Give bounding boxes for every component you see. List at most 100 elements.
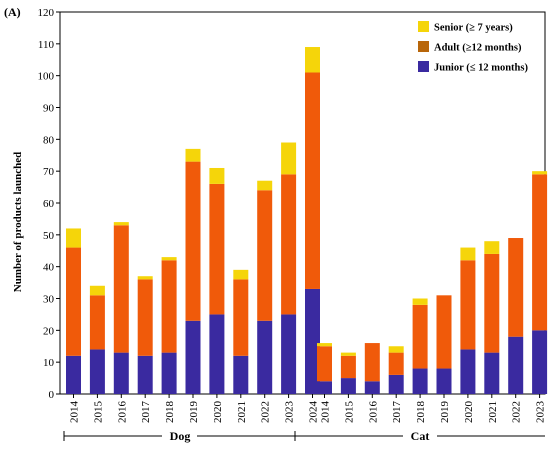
bar-segment-dog-2017	[137, 355, 153, 394]
bar-segment-dog-2022	[257, 320, 273, 394]
x-tick-label: 2020	[212, 401, 224, 424]
bar-segment-cat-2023	[532, 330, 548, 394]
y-tick-label: 10	[43, 357, 55, 369]
x-tick-label: 2014	[69, 401, 81, 424]
legend-label: Junior (≤ 12 months)	[434, 63, 528, 74]
bar-segment-dog-2021	[233, 355, 249, 394]
bar-segment-dog-2023	[281, 142, 297, 175]
y-tick-label: 30	[43, 294, 55, 306]
bar-segment-dog-2017	[137, 279, 153, 356]
bar-segment-cat-2018	[412, 304, 428, 369]
y-tick-label: 0	[49, 389, 55, 401]
x-tick-label: 2015	[343, 401, 355, 424]
bar-segment-cat-2020	[460, 349, 476, 394]
x-tick-label: 2022	[260, 401, 272, 423]
bar-segment-dog-2017	[137, 276, 153, 280]
x-tick-label: 2017	[391, 401, 403, 424]
bar-segment-cat-2020	[460, 247, 476, 261]
plot-area: 0 10 20 30 40 50 60 70 80 90 100 110 120 2014 2015 2016…	[38, 7, 548, 443]
bar-segment-dog-2022	[257, 180, 273, 191]
x-tick-label: 2018	[415, 401, 427, 424]
bar-segment-dog-2024	[305, 288, 320, 394]
x-tick-label: 2021	[487, 401, 499, 423]
bar-segment-dog-2018	[161, 257, 177, 261]
x-tick-label: 2024	[308, 401, 320, 424]
legend-swatch	[418, 61, 429, 72]
bar-segment-cat-2016	[364, 343, 380, 382]
bar-segment-dog-2018	[161, 352, 177, 394]
legend-label: Adult (≥12 months)	[434, 43, 522, 54]
y-tick-label: 110	[38, 39, 55, 51]
bar-segment-dog-2016	[113, 222, 129, 226]
panel-label: (A)	[4, 5, 21, 19]
legend: Senior (≥ 7 years) Adult (≥12 months) Juni…	[418, 21, 528, 74]
y-tick-label: 40	[43, 262, 55, 274]
bar-segment-dog-2020	[209, 314, 225, 394]
y-tick-label: 20	[43, 325, 55, 337]
bar-segment-dog-2023	[281, 314, 297, 394]
legend-swatch	[418, 41, 429, 52]
bar-segment-cat-2021	[484, 352, 500, 394]
bar-segment-cat-2021	[484, 241, 500, 254]
bar-segment-dog-2015	[89, 285, 105, 296]
bar-segment-dog-2020	[209, 167, 225, 184]
bar-segment-dog-2019	[185, 161, 201, 321]
y-tick-label: 70	[43, 166, 55, 178]
y-tick-label: 60	[43, 198, 55, 210]
x-tick-label: 2022	[511, 401, 523, 423]
x-tick-label: 2016	[367, 401, 379, 424]
bar-segment-cat-2022	[508, 238, 524, 337]
x-tick-label: 2023	[535, 401, 547, 424]
bar-segment-dog-2023	[281, 174, 297, 315]
x-tick-label: 2020	[463, 401, 475, 424]
bar-segment-dog-2014	[66, 247, 81, 356]
x-tick-label: 2015	[92, 401, 104, 424]
bar-segment-dog-2024	[305, 72, 320, 289]
bar-segment-cat-2017	[388, 374, 404, 394]
x-tick-label: 2019	[439, 401, 451, 424]
x-tick-label: 2021	[236, 401, 248, 423]
group-label-dog: Dog	[170, 429, 191, 443]
x-tick-label: 2014	[320, 401, 332, 424]
x-tick-label: 2016	[116, 401, 128, 424]
bar-segment-dog-2016	[113, 225, 129, 353]
group-label-cat: Cat	[411, 429, 430, 443]
legend-label: Senior (≥ 7 years)	[434, 23, 513, 34]
bar-segment-cat-2018	[412, 298, 428, 305]
y-tick-label: 80	[43, 134, 55, 146]
bar-segment-cat-2020	[460, 260, 476, 350]
y-tick-label: 50	[43, 230, 55, 242]
bar-segment-dog-2021	[233, 269, 249, 280]
bar-segment-cat-2014	[317, 346, 332, 382]
bar-segment-cat-2019	[436, 295, 452, 369]
y-tick-label: 100	[38, 71, 55, 83]
bar-segment-cat-2017	[388, 352, 404, 375]
bar-segment-cat-2018	[412, 368, 428, 394]
bar-segment-dog-2022	[257, 190, 273, 321]
bar-segment-dog-2024	[305, 47, 320, 73]
bar-segment-dog-2015	[89, 349, 105, 394]
bar-segment-cat-2014	[317, 381, 332, 394]
x-tick-label: 2017	[140, 401, 152, 424]
bar-segment-dog-2016	[113, 352, 129, 394]
bar-segment-cat-2014	[317, 343, 332, 347]
bar-segment-cat-2016	[364, 381, 380, 394]
bar-segment-dog-2020	[209, 183, 225, 315]
bar-segment-dog-2019	[185, 320, 201, 394]
x-tick-label: 2019	[188, 401, 200, 424]
bar-segment-dog-2018	[161, 260, 177, 353]
y-tick-label: 90	[43, 103, 55, 115]
x-tick-label: 2023	[284, 401, 296, 424]
legend-swatch	[418, 21, 429, 32]
bar-segment-cat-2022	[508, 336, 524, 394]
bar-segment-dog-2015	[89, 295, 105, 350]
bar-segment-cat-2015	[340, 378, 356, 394]
bar-segment-cat-2019	[436, 368, 452, 394]
bar-segment-cat-2023	[532, 171, 548, 175]
bar-segment-dog-2021	[233, 279, 249, 356]
bar-segment-cat-2023	[532, 174, 548, 331]
bar-segment-dog-2019	[185, 148, 201, 162]
bar-segment-dog-2014	[66, 355, 81, 394]
bar-segment-cat-2015	[340, 355, 356, 379]
